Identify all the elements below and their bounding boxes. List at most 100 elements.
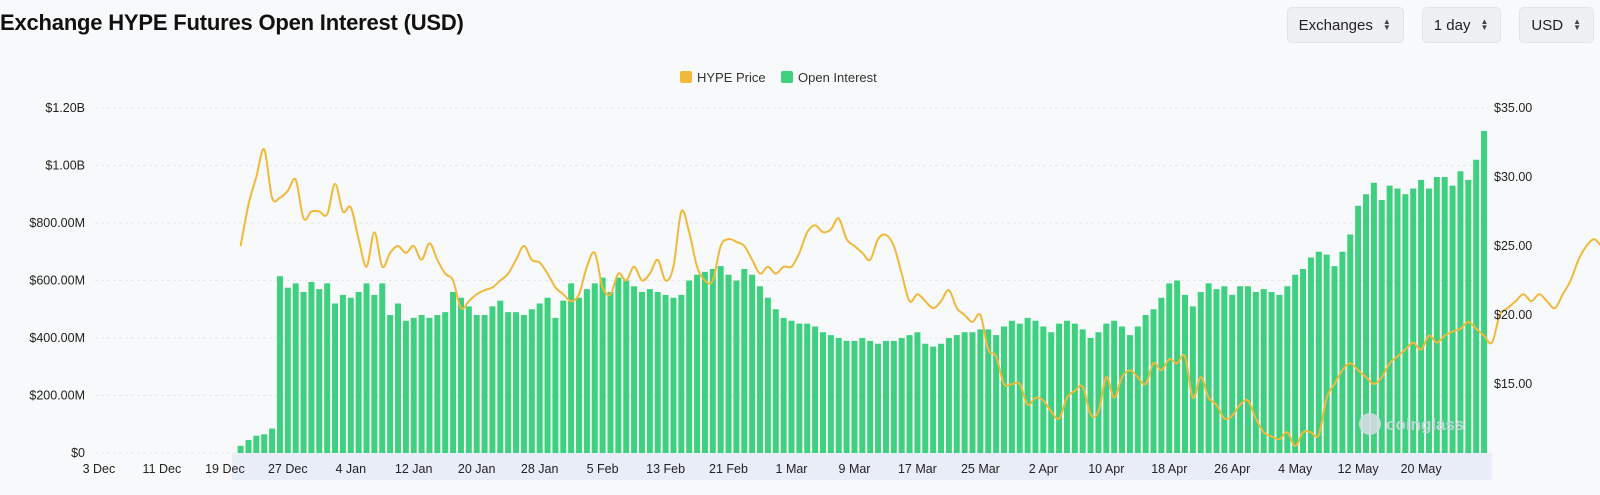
open-interest-bar — [938, 343, 945, 453]
open-interest-bar — [1016, 323, 1023, 454]
open-interest-bar — [371, 294, 378, 454]
open-interest-bar — [953, 335, 960, 454]
open-interest-bar — [1418, 179, 1425, 454]
open-interest-bar — [237, 445, 244, 453]
open-interest-bar — [709, 269, 716, 453]
open-interest-bar — [623, 280, 630, 453]
legend-label-price: HYPE Price — [697, 70, 766, 85]
open-interest-bar — [269, 428, 276, 453]
open-interest-bar — [591, 283, 598, 454]
currency-select-label: USD — [1531, 16, 1564, 34]
y-left-tick-label: $600.00M — [29, 274, 85, 288]
open-interest-bar — [859, 338, 866, 453]
open-interest-bar — [993, 335, 1000, 454]
open-interest-bar — [717, 266, 724, 454]
x-tick-label: 2 Apr — [1029, 462, 1058, 476]
open-interest-bar — [764, 297, 771, 453]
open-interest-bar — [513, 312, 520, 454]
x-tick-label: 26 Apr — [1214, 462, 1250, 476]
open-interest-bar — [473, 315, 480, 453]
open-interest-bar — [568, 283, 575, 454]
y-left-tick-label: $400.00M — [29, 331, 85, 345]
open-interest-bar — [316, 289, 323, 454]
chevron-updown-icon: ▲ ▼ — [1382, 17, 1391, 32]
x-tick-label: 12 Jan — [395, 462, 433, 476]
open-interest-bar — [1213, 289, 1220, 454]
open-interest-bar — [945, 338, 952, 453]
open-interest-bar — [536, 303, 543, 453]
open-interest-bar — [812, 326, 819, 453]
watermark: coinglass — [1359, 413, 1464, 435]
open-interest-bar — [1268, 292, 1275, 453]
open-interest-bar — [576, 297, 582, 453]
open-interest-bar — [875, 343, 882, 453]
open-interest-bar — [827, 335, 834, 454]
y-left-tick-label: $1.20B — [45, 101, 85, 115]
watermark-text: coinglass — [1386, 415, 1464, 434]
open-interest-bar — [662, 294, 669, 454]
open-interest-bar — [1189, 306, 1196, 454]
open-interest-bar — [804, 323, 811, 454]
open-interest-bar — [505, 312, 512, 454]
x-tick-label: 25 Mar — [961, 462, 1000, 476]
x-tick-label: 4 Jan — [336, 462, 367, 476]
open-interest-bar — [930, 346, 937, 454]
open-interest-bar — [434, 315, 441, 453]
x-tick-label: 11 Dec — [143, 462, 182, 476]
x-tick-label: 20 May — [1401, 462, 1443, 476]
x-tick-label: 21 Feb — [709, 462, 748, 476]
open-interest-bar — [1315, 251, 1322, 453]
open-interest-bar — [332, 303, 339, 453]
open-interest-bar — [1229, 294, 1236, 454]
legend-swatch-price — [680, 71, 692, 83]
x-tick-label: 12 May — [1338, 462, 1380, 476]
open-interest-bar — [324, 283, 331, 454]
open-interest-bar — [1378, 200, 1385, 453]
open-interest-bar — [418, 315, 425, 453]
open-interest-bars — [237, 131, 1488, 454]
open-interest-bar — [1048, 332, 1055, 453]
y-right-tick-label: $20.00 — [1494, 308, 1532, 322]
open-interest-bar — [583, 289, 590, 454]
chart-controls: Exchanges ▲ ▼ 1 day ▲ ▼ USD ▲ ▼ — [1286, 7, 1594, 43]
open-interest-bar — [1071, 323, 1078, 454]
open-interest-bar — [1008, 320, 1015, 453]
open-interest-bar — [544, 297, 551, 453]
y-left-tick-label: $1.00B — [45, 159, 85, 173]
open-interest-bar — [402, 320, 409, 453]
y-left-tick-label: $200.00M — [29, 389, 85, 403]
x-tick-label: 1 Mar — [776, 462, 808, 476]
open-interest-bar — [1370, 182, 1377, 453]
open-interest-bar — [1473, 159, 1480, 453]
open-interest-bar — [1119, 326, 1126, 453]
open-interest-bar — [276, 276, 283, 453]
open-interest-bar — [253, 435, 260, 453]
x-tick-label: 9 Mar — [839, 462, 871, 476]
open-interest-bar — [387, 315, 394, 453]
open-interest-bar — [395, 303, 401, 453]
chart-legend[interactable]: HYPE Price Open Interest — [680, 70, 877, 85]
x-tick-label: 19 Dec — [205, 462, 245, 476]
interval-select[interactable]: 1 day ▲ ▼ — [1421, 7, 1502, 43]
open-interest-bar — [1402, 194, 1409, 453]
x-axis: 3 Dec 11 Dec 19 Dec 27 Dec 4 Jan 12 Jan 20 Jan… — [83, 462, 1443, 476]
y-axis-left: $0 $200.00M $400.00M $600.00M $800.00M $1.00B… — [29, 101, 85, 460]
x-tick-label: 5 Feb — [587, 462, 619, 476]
open-interest-bar — [339, 294, 346, 454]
open-interest-bar — [961, 332, 968, 453]
open-interest-bar — [1134, 326, 1141, 453]
open-interest-bar — [1410, 188, 1417, 453]
open-interest-bar — [560, 300, 567, 454]
y-right-tick-label: $35.00 — [1494, 101, 1532, 115]
open-interest-bar — [363, 283, 370, 454]
open-interest-bar — [638, 292, 645, 453]
currency-select[interactable]: USD ▲ ▼ — [1519, 7, 1594, 43]
open-interest-bar — [1339, 251, 1346, 453]
open-interest-bar — [1363, 194, 1369, 453]
open-interest-bar — [1276, 294, 1283, 454]
open-interest-bar — [757, 286, 764, 453]
x-tick-label: 20 Jan — [458, 462, 496, 476]
open-interest-bar — [1221, 286, 1228, 453]
x-axis-band — [232, 453, 1492, 480]
exchanges-select[interactable]: Exchanges ▲ ▼ — [1286, 7, 1404, 43]
